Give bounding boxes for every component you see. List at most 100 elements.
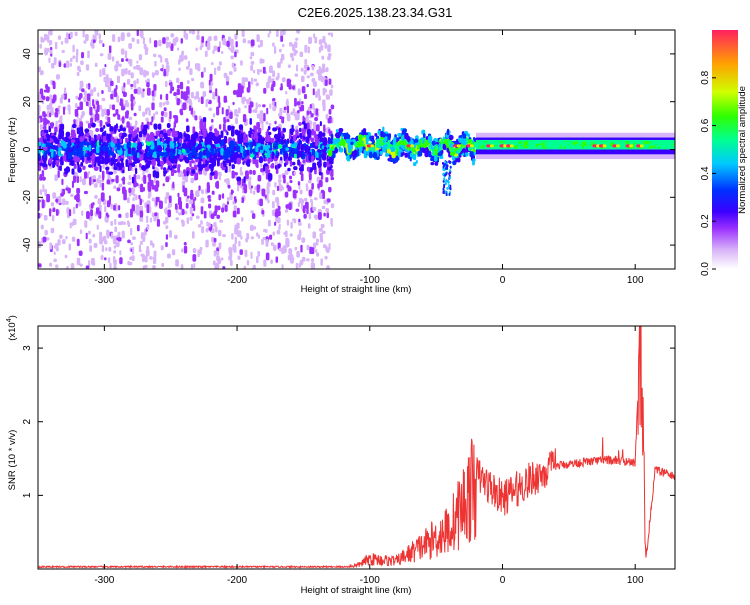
spectrogram-cell bbox=[390, 146, 396, 153]
spectrogram-cell bbox=[309, 72, 314, 77]
spectrogram-cell bbox=[272, 231, 276, 236]
spectrogram-cell bbox=[293, 166, 298, 171]
spectrogram-cell bbox=[181, 208, 185, 216]
spectrogram-cell bbox=[427, 135, 433, 142]
spectrogram-cell bbox=[288, 248, 293, 255]
spectrogram-cell bbox=[88, 135, 91, 142]
spectrogram-cell bbox=[404, 152, 408, 158]
spectrogram-cell bbox=[116, 95, 120, 103]
spectrogram-cell bbox=[138, 184, 141, 189]
spectrogram-cell bbox=[125, 111, 129, 119]
spectrogram-cell bbox=[53, 258, 57, 263]
spectrogram-cell bbox=[149, 256, 153, 260]
spectrogram-cell bbox=[234, 129, 239, 135]
spectrogram-cell bbox=[325, 67, 329, 72]
spectrogram-cell bbox=[290, 221, 293, 229]
spectrogram-cell bbox=[172, 148, 176, 154]
spectrogram-cell bbox=[151, 116, 154, 123]
spectrogram-cell bbox=[49, 262, 53, 267]
spectrogram-cell bbox=[268, 75, 272, 83]
spectrogram-cell bbox=[370, 144, 375, 148]
spectrogram-cell bbox=[306, 258, 310, 262]
spectrogram-cell bbox=[250, 236, 255, 240]
spectrogram-cell bbox=[274, 133, 279, 140]
spectrogram-cell bbox=[317, 183, 320, 189]
spectrogram-cell bbox=[176, 153, 180, 159]
spectrogram-cell bbox=[50, 79, 53, 85]
spectrogram-cell bbox=[133, 112, 137, 117]
spectrogram-cell bbox=[165, 100, 170, 106]
spectrogram-cell bbox=[40, 213, 43, 217]
spectrogram-cell bbox=[582, 141, 586, 146]
spectrogram-cell bbox=[165, 151, 169, 157]
spectrogram-cell bbox=[402, 151, 405, 156]
spectrogram-cell bbox=[241, 197, 245, 204]
spectrogram-cell bbox=[103, 145, 106, 152]
spectrogram-cell bbox=[118, 183, 123, 188]
spectrogram-cell bbox=[238, 107, 241, 114]
spectrogram-cell bbox=[446, 186, 449, 190]
spectrogram-cell bbox=[431, 140, 436, 146]
spectrogram-cell bbox=[76, 71, 80, 77]
spectrogram-cell bbox=[287, 254, 290, 261]
spectrogram-cell bbox=[197, 249, 200, 258]
spectrogram-cell bbox=[544, 144, 551, 147]
spectrogram-cell bbox=[237, 255, 241, 260]
spectrogram-cell bbox=[142, 170, 145, 177]
spectrogram-cell bbox=[75, 203, 78, 209]
spectrogram-cell bbox=[191, 139, 196, 147]
spectrogram-cell bbox=[146, 87, 151, 96]
spectrogram-cell bbox=[266, 150, 271, 158]
spectrogram-cell bbox=[80, 162, 84, 167]
spectrogram-cell bbox=[456, 149, 461, 153]
spectrogram-cell bbox=[298, 121, 302, 126]
spectrogram-cell bbox=[250, 60, 255, 65]
spectrogram-cell bbox=[86, 132, 90, 138]
spectrogram-cell bbox=[653, 140, 660, 145]
spectrogram-cell bbox=[57, 119, 62, 124]
spectrogram-cell bbox=[318, 66, 321, 71]
spectrogram-cell bbox=[165, 225, 169, 230]
spectrogram-cell bbox=[55, 264, 59, 269]
spectrogram-cell bbox=[575, 143, 580, 148]
spectrogram-cell bbox=[191, 204, 196, 209]
spectrogram-cell bbox=[250, 154, 254, 158]
spectrogram-cell bbox=[278, 223, 281, 228]
spectrogram-cell bbox=[310, 155, 314, 162]
spectrogram-cell bbox=[345, 142, 348, 149]
spectrogram-cell bbox=[61, 178, 64, 186]
spectrogram-cell bbox=[351, 150, 357, 158]
spectrogram-cell bbox=[232, 101, 235, 105]
spectrogram-cell bbox=[300, 75, 305, 83]
spectrogram-cell bbox=[163, 167, 167, 171]
spectrogram-cell bbox=[93, 87, 97, 92]
spectrogram-cell bbox=[201, 36, 205, 43]
spectrogram-cell bbox=[324, 42, 328, 49]
spectrogram-cell bbox=[256, 163, 259, 169]
spectrogram-cell bbox=[296, 30, 301, 34]
spectrogram-cell bbox=[127, 220, 130, 226]
snr-xtick-label: 100 bbox=[627, 575, 644, 586]
spectrogram-cell bbox=[76, 176, 80, 183]
spectrogram-cell bbox=[218, 173, 221, 181]
spectrogram-cell bbox=[85, 232, 88, 240]
spectrogram-cell bbox=[60, 192, 64, 197]
spectrogram-cell bbox=[399, 140, 404, 145]
spectrogram-cell bbox=[211, 118, 214, 123]
spectrogram-cell bbox=[329, 89, 333, 96]
spectrogram-cell bbox=[107, 173, 111, 181]
spectrogram-cell bbox=[113, 250, 116, 254]
spectrogram-cell bbox=[252, 266, 256, 269]
spectrogram-cell bbox=[126, 141, 132, 147]
spectrogram-cell bbox=[226, 159, 232, 164]
spectrogram-cell bbox=[70, 159, 73, 164]
spectrogram-cell bbox=[158, 200, 163, 209]
spectrogram-cell bbox=[40, 224, 44, 230]
spectrogram-cell bbox=[229, 140, 235, 149]
spectrogram-cell bbox=[55, 120, 58, 128]
spectrogram-cell bbox=[434, 161, 439, 166]
spectrogram-cell bbox=[321, 153, 327, 160]
spectrogram-cell bbox=[136, 78, 139, 84]
spectrogram-cell bbox=[469, 151, 474, 158]
spectrogram-cell bbox=[362, 128, 367, 135]
